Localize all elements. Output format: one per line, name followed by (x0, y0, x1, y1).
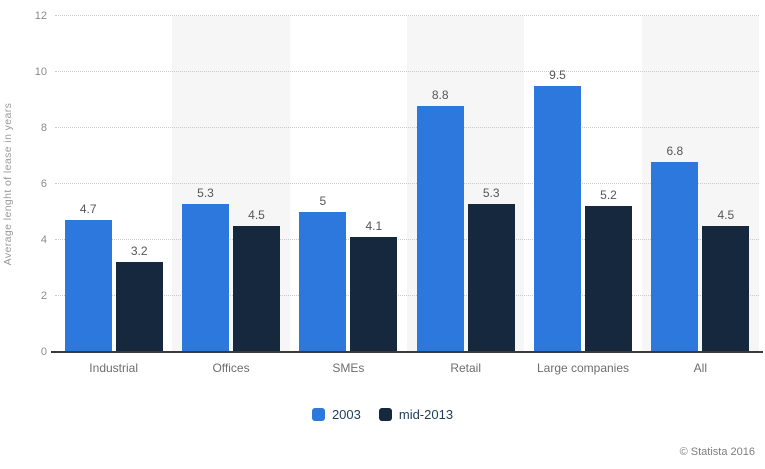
bar-mid-2013-all (702, 226, 750, 351)
legend-swatch-2003 (311, 408, 325, 421)
legend: 2003 mid-2013 (0, 407, 765, 422)
bar-2003-industrial (64, 220, 112, 351)
bar-value-label: 3.2 (130, 244, 148, 259)
bar-value-label: 5.3 (482, 185, 500, 200)
bar-2003-retail (416, 105, 464, 351)
x-axis-line (51, 351, 763, 353)
bar-value-label: 6.8 (666, 143, 684, 158)
y-tick-label: 2 (40, 290, 47, 302)
x-category-label: All (693, 361, 707, 375)
gridline (55, 239, 759, 240)
bar-2003-offices (182, 203, 229, 351)
bar-value-label: 8.8 (431, 87, 449, 102)
legend-swatch-mid-2013 (378, 408, 392, 421)
y-tick-label: 12 (34, 10, 47, 22)
legend-item-mid-2013[interactable]: mid-2013 (378, 407, 454, 422)
gridline (55, 71, 759, 72)
bar-mid-2013-offices (233, 226, 280, 351)
bar-value-label: 4.5 (717, 208, 735, 222)
legend-item-2003[interactable]: 2003 (311, 407, 361, 422)
y-tick-label: 6 (40, 178, 47, 190)
bar-value-label: 4.1 (365, 219, 383, 234)
x-category-label: Retail (450, 361, 481, 375)
gridline (55, 183, 759, 184)
bar-value-label: 5.2 (600, 188, 617, 203)
bar-value-label: 5 (319, 194, 327, 208)
bar-mid-2013-smes (350, 237, 398, 351)
y-tick-label: 10 (34, 66, 47, 78)
gridline (55, 127, 759, 128)
y-tick-label: 8 (40, 122, 47, 134)
bar-mid-2013-large-companies (585, 206, 632, 351)
gridline (55, 295, 759, 296)
x-category-label: Industrial (89, 361, 139, 375)
bar-value-label: 9.5 (549, 68, 566, 82)
bar-mid-2013-retail (467, 203, 515, 351)
bar-2003-smes (299, 212, 347, 351)
gridline (55, 15, 759, 16)
legend-label-2003: 2003 (331, 407, 361, 422)
legend-label-mid-2013: mid-2013 (398, 407, 454, 422)
bar-value-label: 4.7 (79, 202, 97, 217)
copyright: © Statista 2016 (679, 446, 755, 458)
bar-mid-2013-industrial (115, 262, 163, 351)
bar-value-label: 5.3 (197, 185, 214, 200)
y-tick-label: 4 (40, 234, 47, 246)
y-tick-label: 0 (40, 346, 47, 358)
bar-2003-large-companies (534, 86, 581, 351)
x-category-label: Large companies (536, 361, 630, 375)
x-category-label: Offices (212, 361, 250, 375)
x-category-label: SMEs (332, 361, 365, 375)
bar-value-label: 4.5 (248, 208, 265, 222)
bar-2003-all (651, 161, 699, 351)
